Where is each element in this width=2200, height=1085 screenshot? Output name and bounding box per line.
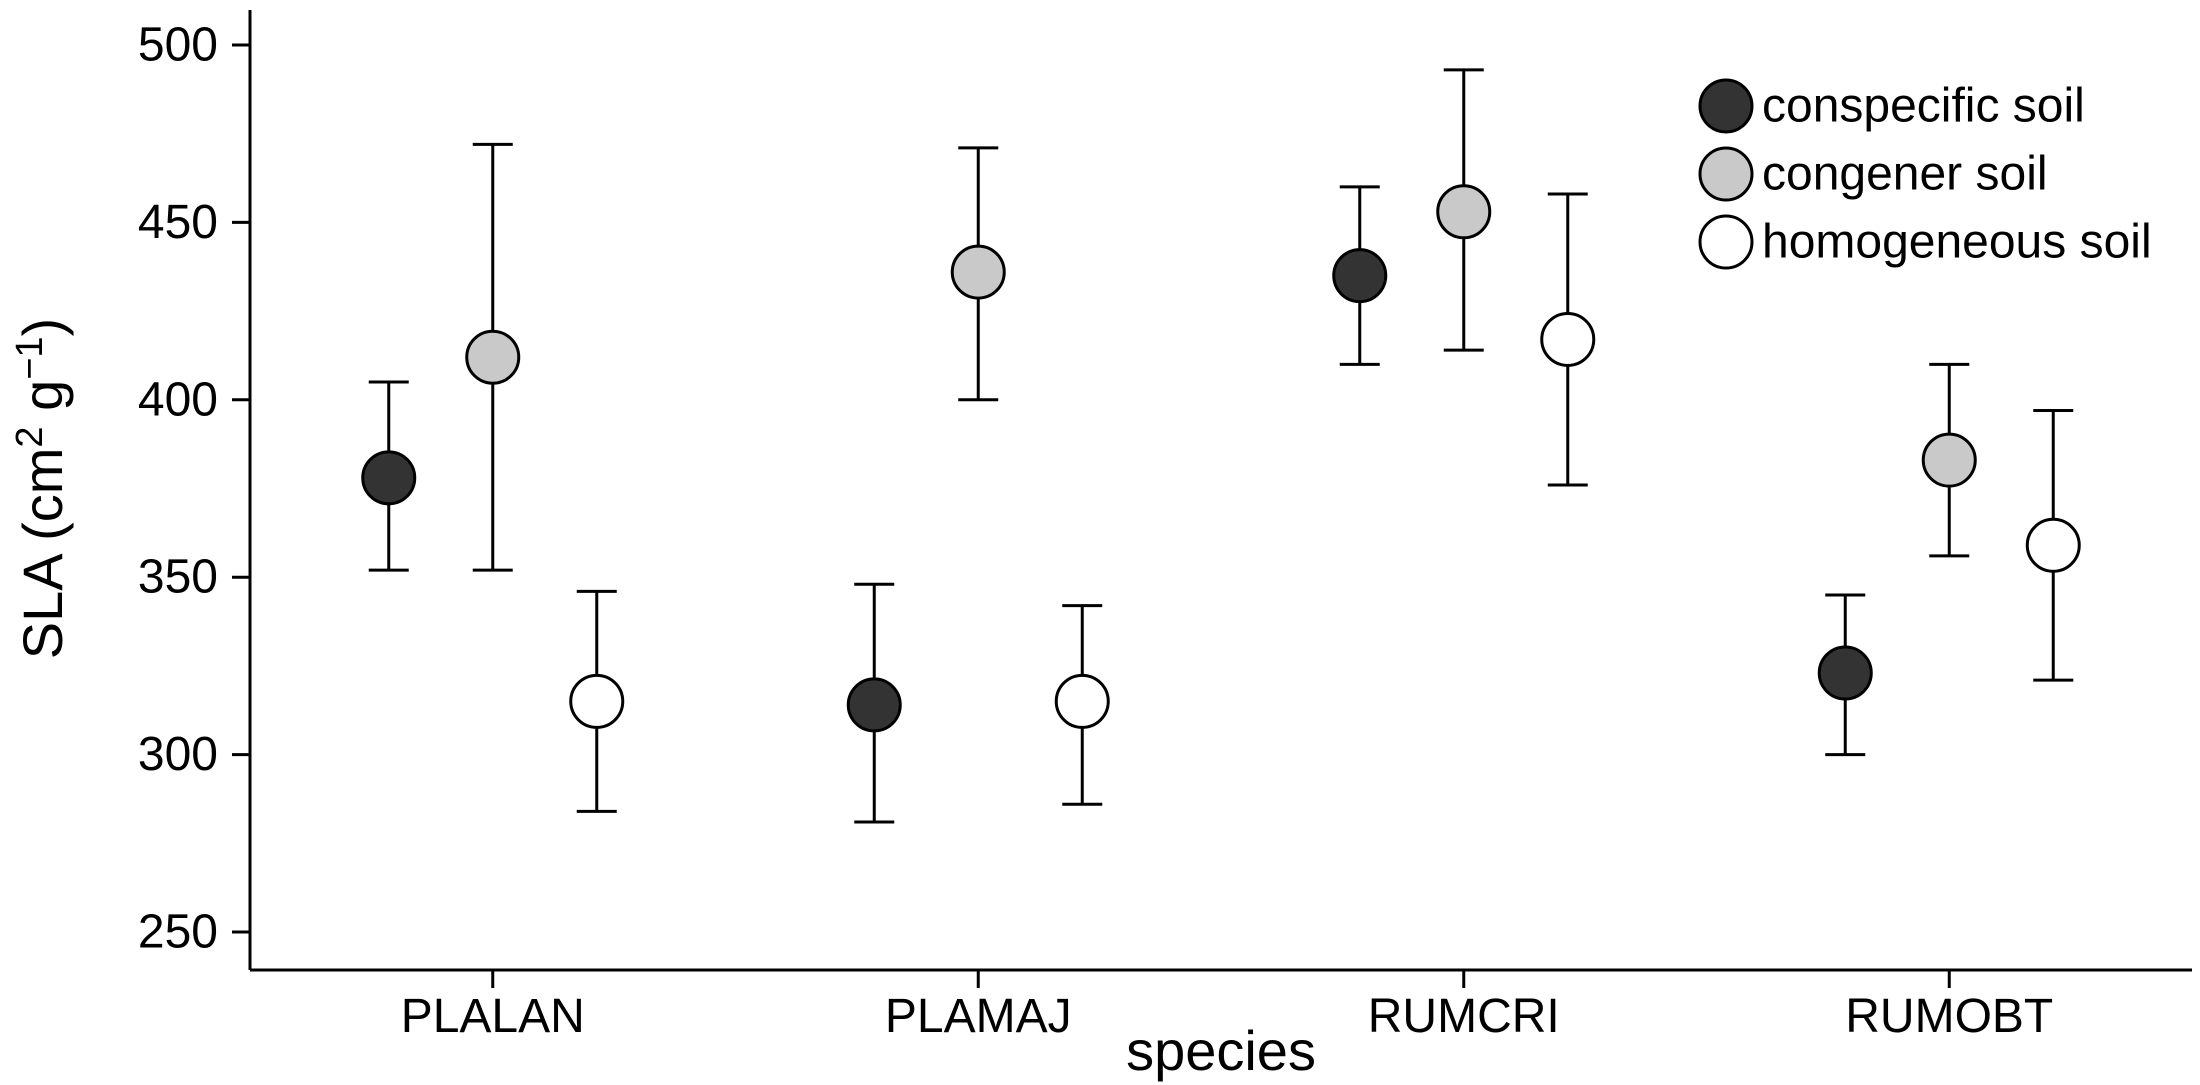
- point-RUMOBT-conspecific: [1817, 645, 1873, 701]
- legend-label-0: conspecific soil: [1762, 80, 2085, 133]
- y-tick-label: 400: [138, 373, 218, 426]
- legend-swatch-0: [1698, 78, 1754, 134]
- legend-label-1: congener soil: [1762, 148, 2048, 201]
- y-tick-label: 250: [138, 906, 218, 959]
- x-axis-label: species: [1126, 1019, 1316, 1082]
- point-PLAMAJ-congener: [950, 244, 1006, 300]
- point-PLALAN-homogeneous: [569, 673, 625, 729]
- point-RUMCRI-homogeneous: [1540, 311, 1596, 367]
- y-tick-label: 500: [138, 19, 218, 72]
- x-tick-label-PLALAN: PLALAN: [401, 990, 585, 1043]
- x-tick-label-RUMCRI: RUMCRI: [1368, 990, 1560, 1043]
- point-PLALAN-conspecific: [361, 450, 417, 506]
- point-RUMCRI-congener: [1436, 184, 1492, 240]
- x-tick-label-PLAMAJ: PLAMAJ: [885, 990, 1072, 1043]
- y-tick-label: 450: [138, 196, 218, 249]
- y-tick-label: 300: [138, 728, 218, 781]
- legend-swatch-2: [1698, 214, 1754, 270]
- y-tick-label: 350: [138, 551, 218, 604]
- point-RUMOBT-homogeneous: [2025, 517, 2081, 573]
- y-axis-label: SLA (cm2 g−1): [9, 318, 74, 659]
- legend-swatch-1: [1698, 146, 1754, 202]
- point-PLAMAJ-homogeneous: [1054, 673, 1110, 729]
- point-PLAMAJ-conspecific: [846, 677, 902, 733]
- point-RUMOBT-congener: [1921, 432, 1977, 488]
- point-RUMCRI-conspecific: [1332, 248, 1388, 304]
- point-PLALAN-congener: [465, 329, 521, 385]
- x-tick-label-RUMOBT: RUMOBT: [1845, 990, 2053, 1043]
- legend-label-2: homogeneous soil: [1762, 216, 2152, 269]
